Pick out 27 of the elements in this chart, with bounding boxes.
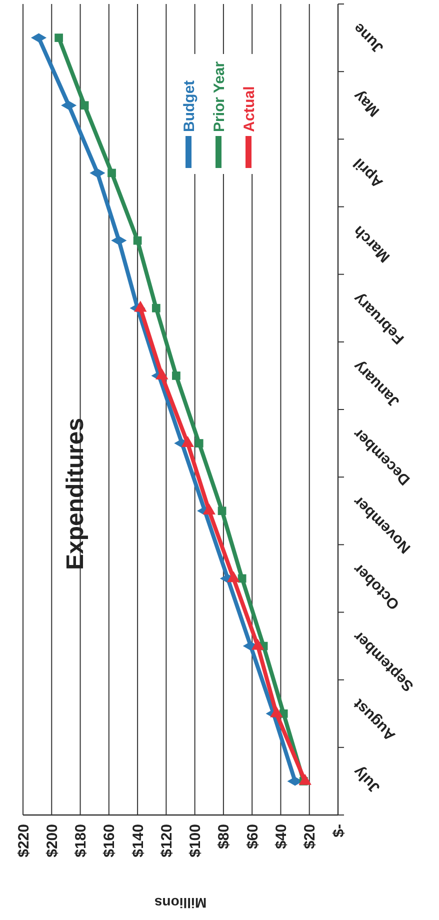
text: Actual [240,86,258,132]
point [238,574,246,583]
x-tick-label: $100 [187,824,204,858]
point [80,101,89,110]
x-tick-label: $60 [244,824,262,850]
x-tick-label: $120 [158,824,176,858]
text: Prior Year [210,61,228,132]
x-tick-label: $160 [101,824,118,858]
x-axis-title: Millions [154,895,207,911]
point [152,304,160,312]
y-tick-label: July [350,762,384,796]
point [218,506,226,516]
x-tick-label: $40 [272,824,290,850]
point [133,236,142,245]
point [54,34,63,42]
point [108,168,116,178]
x-tick-label: $20 [302,824,319,850]
point [172,372,180,380]
x-tick-label: $140 [130,824,147,858]
x-tick-label: $- [330,824,348,838]
x-tick-label: $180 [72,824,90,858]
x-tick-label: $200 [44,824,61,858]
text: Budget [180,80,198,132]
x-tick-label: $220 [15,824,32,858]
point [194,439,204,448]
x-tick-label: $80 [216,824,233,850]
text: Expenditures [62,418,89,570]
